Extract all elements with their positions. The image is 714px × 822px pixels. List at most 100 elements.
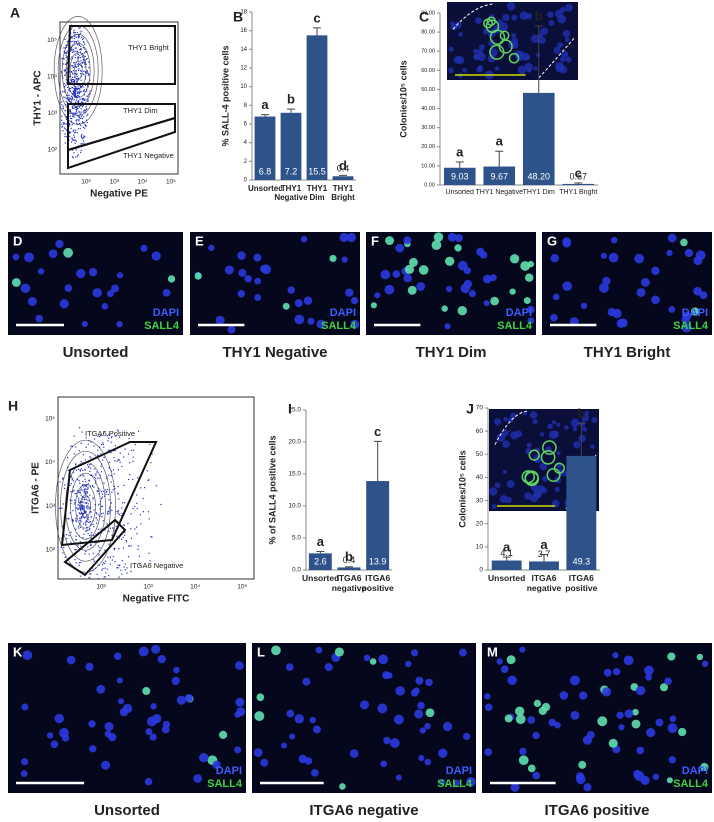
nucleus: [608, 738, 618, 748]
nucleus: [350, 296, 359, 305]
inset-nucleus: [551, 420, 557, 425]
bar: [366, 481, 390, 570]
x-tick-label: Unsorted: [302, 574, 339, 583]
event-dot: [72, 73, 74, 75]
event-dot: [69, 88, 71, 90]
event-dot: [78, 111, 80, 113]
inset-nucleus: [552, 430, 560, 438]
nucleus: [433, 232, 444, 242]
inset-nucleus: [560, 50, 569, 58]
nucleus: [176, 695, 186, 705]
event-dot: [78, 562, 80, 564]
event-dot: [72, 112, 74, 114]
event-dot: [105, 572, 107, 574]
event-dot: [94, 542, 96, 544]
event-dot: [81, 36, 83, 38]
event-dot: [101, 493, 104, 495]
nucleus: [651, 266, 660, 276]
event-dot: [95, 533, 97, 535]
event-dot: [78, 506, 81, 508]
event-dot: [83, 109, 85, 111]
nucleus: [63, 247, 74, 258]
nucleus: [315, 646, 323, 654]
event-dot: [98, 550, 100, 552]
event-dot: [80, 545, 82, 547]
event-dot: [73, 91, 75, 93]
event-dot: [70, 95, 73, 97]
event-dot: [128, 545, 130, 547]
y-tick-label: 0: [479, 567, 483, 574]
nucleus: [600, 252, 607, 259]
nucleus: [173, 666, 180, 674]
nucleus: [468, 290, 476, 298]
event-dot: [79, 89, 81, 91]
event-dot: [79, 490, 81, 492]
event-dot: [124, 563, 126, 565]
event-dot: [72, 139, 74, 141]
event-dot: [81, 496, 83, 498]
inset-colony-cell: [521, 470, 535, 484]
event-dot: [78, 535, 80, 537]
event-dot: [83, 137, 85, 139]
event-dot: [78, 42, 80, 44]
event-dot: [116, 535, 118, 537]
bar: [337, 567, 361, 570]
event-dot: [74, 35, 76, 37]
event-dot: [87, 503, 89, 505]
event-dot: [83, 505, 85, 507]
inset-nucleus: [578, 434, 586, 443]
event-dot: [100, 497, 103, 500]
event-dot: [102, 459, 104, 461]
gate-label: THY1 Bright: [128, 43, 170, 52]
value-label: 0.57: [569, 171, 587, 181]
value-label: 48.20: [527, 171, 550, 181]
event-dot: [121, 559, 123, 562]
nucleus: [640, 277, 650, 287]
event-dot: [75, 88, 77, 91]
event-dot: [124, 448, 126, 450]
event-dot: [86, 518, 88, 520]
event-dot: [64, 484, 66, 486]
event-dot: [76, 495, 78, 497]
panel-letter: F: [371, 233, 379, 248]
y-tick-label: 90.00: [421, 10, 435, 16]
event-dot: [90, 537, 92, 539]
y-tick-label: 20.0: [288, 439, 301, 446]
event-dot: [97, 545, 99, 547]
nucleus: [489, 274, 497, 282]
nucleus: [89, 745, 97, 753]
event-dot: [77, 79, 79, 81]
event-dot: [92, 570, 94, 572]
x-tick-label: THY1 Negative: [475, 189, 523, 196]
event-dot: [104, 576, 106, 578]
event-dot: [86, 122, 88, 124]
y-tick-label: 16: [240, 28, 247, 34]
event-dot: [73, 88, 75, 90]
event-dot: [97, 577, 99, 580]
event-dot: [72, 520, 74, 522]
event-dot: [132, 456, 134, 458]
nucleus: [699, 291, 708, 300]
event-dot: [81, 66, 83, 68]
event-dot: [81, 121, 84, 123]
event-dot: [66, 136, 68, 138]
nucleus: [334, 647, 344, 657]
nucleus: [510, 782, 520, 792]
nucleus: [339, 232, 349, 242]
nucleus: [602, 276, 611, 286]
event-dot: [92, 552, 94, 554]
nucleus: [636, 746, 645, 755]
inset-nucleus: [532, 419, 538, 425]
event-dot: [117, 567, 119, 569]
x-tick-label: 10³: [143, 584, 153, 591]
event-dot: [109, 563, 111, 565]
event-dot: [66, 97, 68, 100]
event-dot: [81, 502, 83, 504]
nucleus: [700, 762, 709, 772]
nucleus: [527, 317, 535, 325]
event-dot: [84, 98, 86, 100]
y-axis-label: % of SALL4 positive cells: [267, 435, 277, 544]
event-dot: [80, 32, 82, 34]
nucleus: [633, 769, 642, 778]
event-dot: [98, 528, 100, 531]
